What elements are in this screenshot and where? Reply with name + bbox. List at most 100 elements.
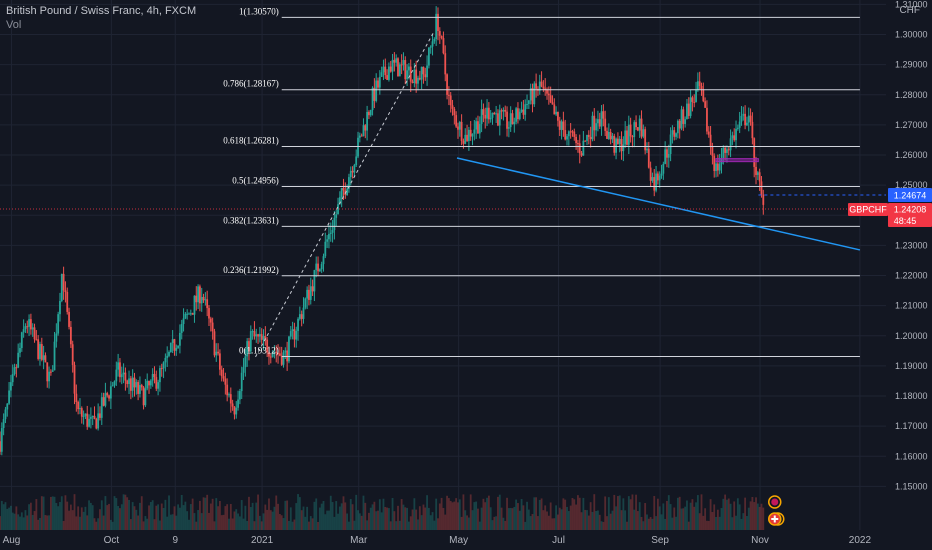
candle-body bbox=[215, 351, 218, 356]
candle-body bbox=[475, 121, 478, 130]
candle-body bbox=[64, 290, 67, 292]
candle-body bbox=[355, 156, 358, 166]
fibonacci-retracement[interactable]: 1(1.30570) 0.786(1.28167) 0.618(1.26281) 0.… bbox=[223, 6, 860, 358]
candle-body bbox=[202, 296, 205, 301]
candle-body bbox=[680, 109, 683, 129]
volume-bar bbox=[533, 497, 536, 530]
candle-body bbox=[400, 64, 403, 66]
drawings[interactable] bbox=[255, 31, 861, 358]
volume-bar bbox=[335, 501, 338, 530]
candle-body bbox=[369, 110, 372, 116]
candle-body bbox=[364, 125, 367, 131]
volume-bar bbox=[513, 506, 516, 530]
candle-body bbox=[328, 233, 330, 240]
volume-bar bbox=[695, 502, 697, 530]
candle-body bbox=[228, 394, 230, 396]
volume-bar bbox=[309, 516, 312, 530]
candle-body bbox=[724, 147, 727, 153]
candle-body bbox=[433, 39, 436, 42]
volume-bar bbox=[397, 505, 399, 530]
candle-body bbox=[758, 172, 761, 182]
volume-bar bbox=[724, 494, 727, 530]
volume-bar bbox=[149, 501, 152, 530]
candle-body bbox=[219, 353, 221, 370]
volume-bar bbox=[656, 498, 659, 530]
volume-bar bbox=[0, 516, 1, 530]
candle-body bbox=[288, 336, 290, 362]
volume-bar bbox=[482, 498, 485, 530]
candle-body bbox=[498, 110, 501, 126]
candle-body bbox=[631, 136, 634, 138]
candle-body bbox=[75, 393, 78, 403]
volume-bar bbox=[51, 496, 54, 530]
candle-body bbox=[353, 165, 356, 173]
candle-body bbox=[211, 322, 214, 332]
x-tick-label: Jul bbox=[552, 535, 565, 546]
event-icons[interactable] bbox=[768, 495, 785, 526]
candle-body bbox=[191, 313, 194, 315]
volume-bar bbox=[153, 519, 156, 530]
candle-body bbox=[249, 331, 252, 352]
volume-bar bbox=[206, 494, 209, 530]
volume-bar bbox=[707, 520, 710, 530]
volume-bar bbox=[667, 495, 670, 530]
volume-bar bbox=[727, 498, 730, 530]
candle-body bbox=[293, 329, 296, 340]
candle-body bbox=[727, 149, 730, 151]
volume-bar bbox=[746, 516, 748, 530]
candle-body bbox=[415, 69, 418, 84]
candle-body bbox=[493, 112, 496, 115]
volume-bar bbox=[457, 502, 459, 530]
y-axis[interactable]: 1.15000 1.16000 1.17000 1.18000 1.19000 1.200… bbox=[895, 0, 928, 491]
candle-body bbox=[644, 129, 647, 151]
candle-body bbox=[397, 58, 399, 77]
candle-body bbox=[686, 103, 688, 120]
volume-bar bbox=[139, 502, 141, 530]
volume-bar bbox=[6, 508, 9, 530]
candle-body bbox=[535, 83, 538, 89]
volume-bar bbox=[169, 514, 172, 530]
x-tick-label: Nov bbox=[751, 535, 769, 546]
candle-body bbox=[111, 385, 114, 387]
volume-bar bbox=[242, 518, 245, 530]
volume-bar bbox=[678, 496, 681, 530]
volume-bar bbox=[393, 511, 396, 530]
candle-body bbox=[42, 355, 45, 360]
x-axis[interactable]: Aug Oct 9 2021 Mar May Jul Sep Nov 2022 bbox=[3, 535, 872, 546]
volume-bar bbox=[502, 517, 505, 530]
candle-body bbox=[444, 53, 447, 75]
volume-bar bbox=[120, 504, 123, 530]
volume-bar bbox=[184, 501, 187, 530]
volume-bars bbox=[0, 494, 765, 530]
volume-bar bbox=[328, 510, 330, 530]
volume-bar bbox=[202, 497, 205, 530]
candle-body bbox=[108, 395, 110, 399]
candle-body bbox=[257, 334, 259, 337]
candle-body bbox=[695, 90, 697, 103]
candle-body bbox=[602, 111, 605, 119]
candle-body bbox=[10, 382, 12, 391]
volume-bar bbox=[606, 516, 608, 530]
volume-bar bbox=[4, 502, 7, 530]
volume-bar bbox=[408, 521, 410, 530]
volume-bar bbox=[340, 503, 343, 530]
volume-bar bbox=[400, 499, 403, 530]
trendline[interactable] bbox=[456, 157, 861, 251]
volume-bar bbox=[460, 516, 463, 530]
volume-bar bbox=[329, 495, 332, 530]
candle-body bbox=[486, 107, 488, 119]
candle-body bbox=[173, 339, 176, 351]
support-zone[interactable] bbox=[715, 158, 759, 163]
volume-bar bbox=[248, 496, 250, 530]
candle-body bbox=[431, 41, 434, 47]
candle-body bbox=[53, 341, 56, 371]
candle-body bbox=[653, 177, 656, 191]
candle-body bbox=[762, 194, 765, 205]
volume-bar bbox=[33, 511, 36, 530]
candle-body bbox=[335, 214, 338, 218]
fib-connector[interactable] bbox=[255, 31, 435, 358]
volume-bar bbox=[269, 510, 272, 530]
volume-bar bbox=[233, 511, 236, 530]
